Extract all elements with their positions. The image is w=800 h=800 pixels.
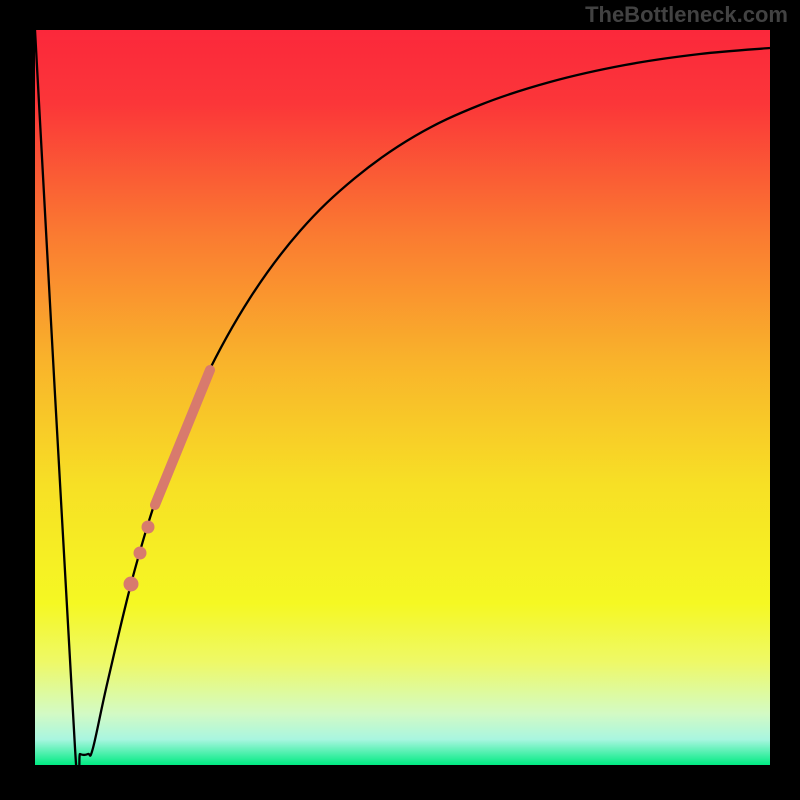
highlight-dot (134, 547, 147, 560)
highlight-dot (124, 577, 139, 592)
chart-container: TheBottleneck.com (0, 0, 800, 800)
highlight-dot (142, 521, 155, 534)
chart-plot-area (35, 30, 770, 765)
chart-svg (0, 0, 800, 800)
watermark-text: TheBottleneck.com (585, 2, 788, 28)
